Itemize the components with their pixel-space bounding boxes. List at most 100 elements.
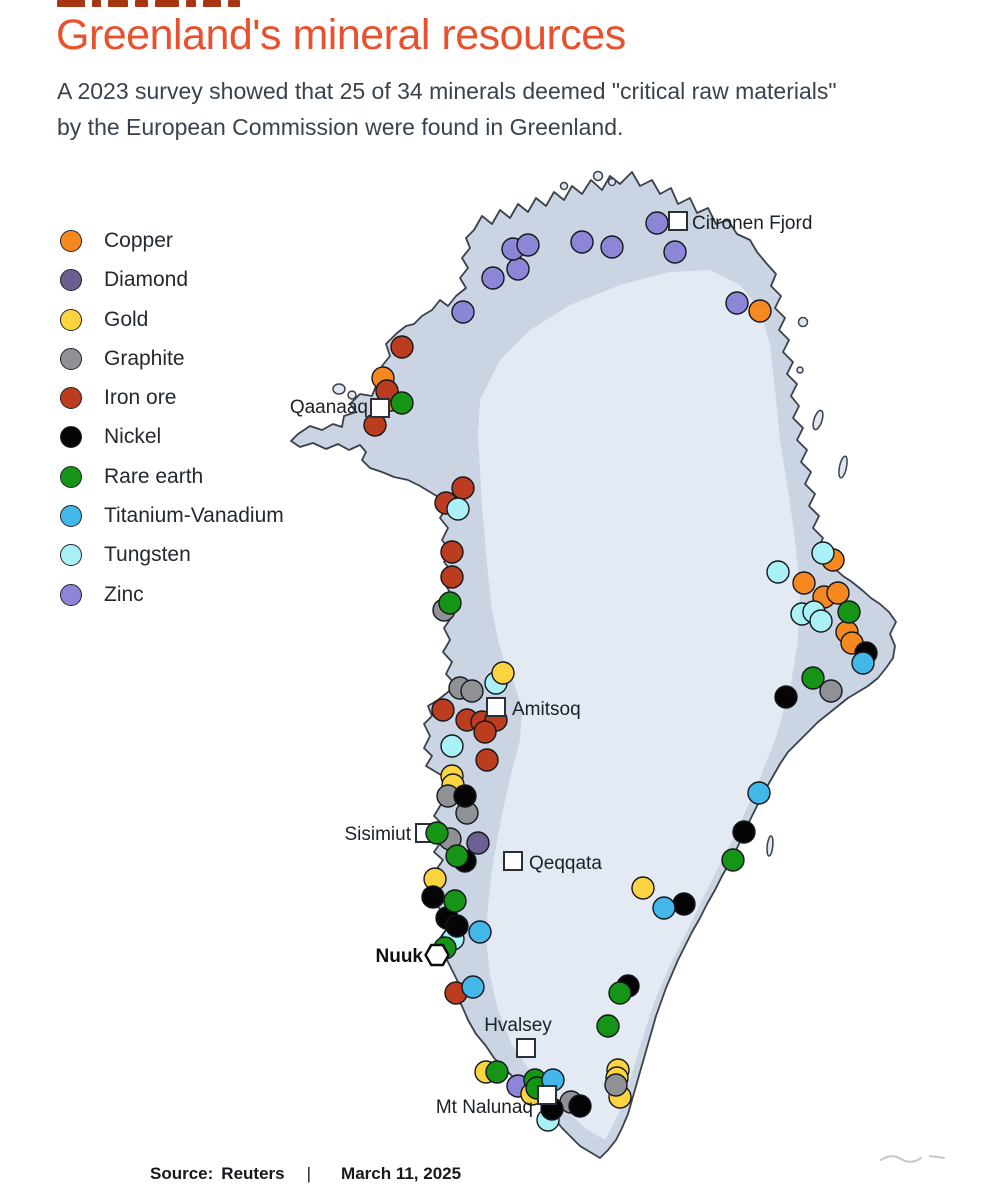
deposit-iron-ore bbox=[473, 720, 497, 744]
titanium-vanadium-swatch-icon bbox=[60, 505, 82, 528]
deposit-rare-earth bbox=[608, 981, 632, 1005]
marker-square-qeqqata bbox=[503, 851, 523, 871]
iron-ore-swatch-icon bbox=[60, 387, 82, 410]
gold-swatch-icon bbox=[60, 308, 82, 331]
source-value: Reuters bbox=[221, 1164, 285, 1183]
legend-label: Nickel bbox=[104, 425, 162, 449]
deposit-gold bbox=[491, 661, 515, 685]
copper-swatch-icon bbox=[60, 230, 82, 252]
deposit-graphite bbox=[604, 1073, 628, 1097]
source-line: Source: Reuters | March 11, 2025 bbox=[150, 1164, 461, 1184]
marker-hexagon-nuuk bbox=[424, 943, 450, 967]
legend-label: Iron ore bbox=[104, 386, 177, 410]
deposit-rare-earth bbox=[485, 1060, 509, 1084]
deposit-copper bbox=[748, 299, 772, 323]
page-title: Greenland's mineral resources bbox=[56, 11, 626, 59]
deposit-nickel bbox=[732, 820, 756, 844]
legend-item-titanium-vanadium: Titanium-Vanadium bbox=[60, 504, 284, 528]
deposit-zinc bbox=[645, 211, 669, 235]
deposit-copper bbox=[792, 571, 816, 595]
deposit-gold bbox=[631, 876, 655, 900]
deposit-iron-ore bbox=[475, 748, 499, 772]
place-label-mt-nalunaq: Mt Nalunaq bbox=[436, 1097, 533, 1118]
legend-item-zinc: Zinc bbox=[60, 582, 284, 606]
legend: Copper Diamond Gold Graphite Iron ore Nickel R… bbox=[60, 229, 284, 623]
deposit-tungsten bbox=[809, 609, 833, 633]
subtitle-line-1: A 2023 survey showed that 25 of 34 miner… bbox=[57, 78, 837, 104]
place-label-qaanaaq: Qaanaaq bbox=[290, 397, 368, 418]
legend-item-gold: Gold bbox=[60, 308, 284, 331]
deposit-titanium-vanadium bbox=[652, 896, 676, 920]
deposit-tungsten bbox=[440, 734, 464, 758]
place-label-hvalsey: Hvalsey bbox=[484, 1015, 552, 1036]
deposit-diamond bbox=[466, 831, 490, 855]
place-label-amitsoq: Amitsoq bbox=[512, 699, 581, 720]
legend-label: Tungsten bbox=[104, 543, 191, 567]
deposit-dots-top bbox=[390, 391, 449, 845]
legend-item-tungsten: Tungsten bbox=[60, 543, 284, 567]
deposit-titanium-vanadium bbox=[851, 651, 875, 675]
zinc-swatch-icon bbox=[60, 583, 82, 606]
deposit-titanium-vanadium bbox=[461, 975, 485, 999]
legend-item-copper: Copper bbox=[60, 229, 284, 252]
deposit-zinc bbox=[506, 257, 530, 281]
deposit-zinc bbox=[451, 300, 475, 324]
deposit-zinc bbox=[663, 240, 687, 264]
offshore-islands bbox=[332, 170, 848, 857]
deposit-rare-earth bbox=[390, 391, 414, 415]
place-label-sisimiut: Sisimiut bbox=[344, 824, 411, 845]
deposit-tungsten bbox=[446, 497, 470, 521]
legend-item-nickel: Nickel bbox=[60, 425, 284, 449]
deposit-rare-earth bbox=[425, 821, 449, 845]
deposit-rare-earth bbox=[438, 591, 462, 615]
page-subtitle: A 2023 survey showed that 25 of 34 miner… bbox=[57, 74, 957, 145]
marker-square-amitsoq bbox=[486, 697, 506, 717]
tungsten-swatch-icon bbox=[60, 544, 82, 567]
place-labels: Citronen Fjord Qaanaaq Amitsoq Sisimiut Qeqq… bbox=[290, 213, 813, 1118]
legend-item-iron-ore: Iron ore bbox=[60, 386, 284, 410]
deposit-nickel bbox=[672, 892, 696, 916]
marker-square-qaanaaq bbox=[370, 398, 390, 418]
deposit-graphite bbox=[460, 679, 484, 703]
marker-square-hvalsey bbox=[516, 1038, 536, 1058]
legend-label: Copper bbox=[104, 229, 173, 252]
source-label: Source: bbox=[150, 1164, 214, 1183]
source-date: March 11, 2025 bbox=[341, 1164, 462, 1183]
deposit-zinc bbox=[725, 291, 749, 315]
cropped-kicker-artifact bbox=[57, 0, 240, 8]
deposit-rare-earth bbox=[837, 600, 861, 624]
legend-item-graphite: Graphite bbox=[60, 346, 284, 370]
marker-square-citronen-fjord bbox=[668, 211, 688, 231]
deposit-titanium-vanadium bbox=[468, 920, 492, 944]
deposit-iron-ore bbox=[440, 565, 464, 589]
deposit-iron-ore bbox=[440, 540, 464, 564]
source-separator: | bbox=[306, 1164, 312, 1183]
place-label-citronen-fjord: Citronen Fjord bbox=[692, 213, 812, 234]
deposit-iron-ore bbox=[431, 698, 455, 722]
deposit-tungsten bbox=[811, 541, 835, 565]
deposit-tungsten bbox=[766, 560, 790, 584]
deposit-nickel bbox=[421, 885, 445, 909]
deposit-iron-ore bbox=[390, 335, 414, 359]
deposit-rare-earth bbox=[445, 844, 469, 868]
legend-item-rare-earth: Rare earth bbox=[60, 464, 284, 488]
deposit-zinc bbox=[516, 233, 540, 257]
legend-label: Graphite bbox=[104, 346, 185, 370]
place-label-nuuk: Nuuk bbox=[376, 946, 424, 967]
ice-sheet bbox=[478, 270, 800, 1140]
subtitle-line-2: by the European Commission were found in… bbox=[57, 113, 624, 140]
legend-label: Rare earth bbox=[104, 464, 204, 488]
deposit-zinc bbox=[570, 230, 594, 254]
legend-label: Zinc bbox=[104, 582, 144, 606]
deposit-zinc bbox=[600, 235, 624, 259]
deposit-iron-ore bbox=[451, 476, 475, 500]
marker-square-mt-nalunaq bbox=[537, 1085, 557, 1105]
deposit-rare-earth bbox=[801, 666, 825, 690]
deposit-rare-earth bbox=[721, 848, 745, 872]
deposit-dots bbox=[363, 211, 878, 1132]
deposit-copper bbox=[826, 581, 850, 605]
deposit-titanium-vanadium bbox=[747, 781, 771, 805]
deposit-nickel bbox=[568, 1094, 592, 1118]
deposit-rare-earth bbox=[443, 889, 467, 913]
